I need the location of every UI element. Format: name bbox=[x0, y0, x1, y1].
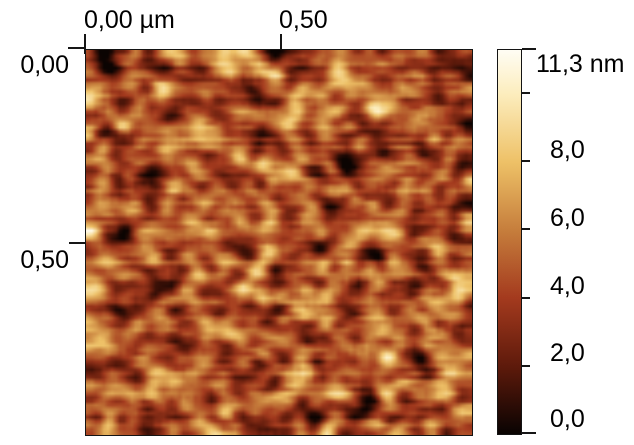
colorbar-label-0: 0,0 bbox=[550, 405, 585, 433]
colorbar-tick-4 bbox=[522, 297, 530, 299]
y-axis-tick-mark-1 bbox=[69, 242, 86, 244]
colorbar-label-4: 4,0 bbox=[550, 272, 585, 300]
colorbar-tick-11_3 bbox=[522, 48, 536, 50]
colorbar-label-6: 6,0 bbox=[550, 204, 585, 232]
afm-heightmap-frame bbox=[85, 49, 473, 436]
colorbar-tick-0 bbox=[522, 432, 536, 434]
y-axis-tick-label-0: 0,00 bbox=[20, 51, 69, 79]
afm-heightmap-image bbox=[86, 50, 472, 435]
colorbar-gradient bbox=[497, 49, 522, 435]
colorbar-label-max: 11,3 nm bbox=[536, 50, 625, 78]
x-axis-tick-label-1: 0,50 bbox=[279, 6, 328, 34]
colorbar-label-2: 2,0 bbox=[550, 339, 585, 367]
colorbar-tick-10 bbox=[522, 92, 530, 94]
colorbar-tick-2 bbox=[522, 365, 530, 367]
colorbar-label-8: 8,0 bbox=[550, 136, 585, 164]
x-axis-tick-label-0: 0,00 µm bbox=[84, 6, 175, 34]
x-axis-tick-mark-1 bbox=[280, 34, 282, 49]
colorbar-tick-6 bbox=[522, 228, 530, 230]
x-axis-tick-mark-0 bbox=[84, 34, 86, 54]
y-axis-tick-mark-0 bbox=[68, 47, 86, 49]
y-axis-tick-label-1: 0,50 bbox=[20, 246, 69, 274]
colorbar-tick-8 bbox=[522, 160, 530, 162]
